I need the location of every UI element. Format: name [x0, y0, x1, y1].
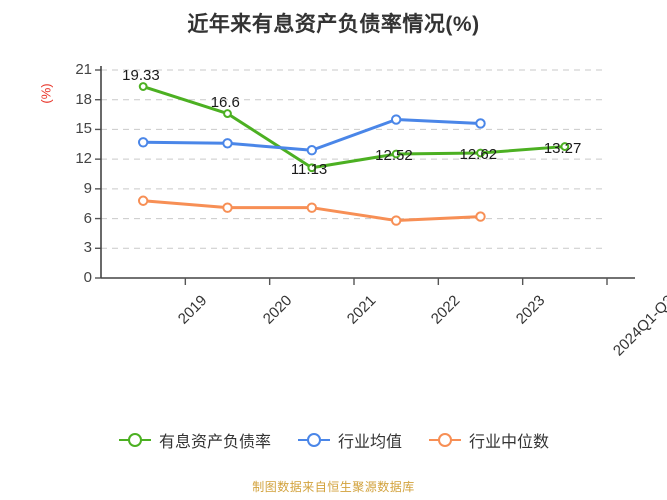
legend-label: 行业中位数	[469, 434, 550, 451]
data-point-marker-icon[interactable]	[475, 211, 486, 222]
legend-label: 行业均值	[337, 434, 402, 451]
legend-marker-icon	[118, 433, 151, 447]
legend-marker-icon	[429, 433, 461, 447]
data-point-marker-icon[interactable]	[222, 202, 233, 213]
data-point-marker-icon[interactable]	[137, 137, 149, 148]
data-point-marker-icon[interactable]	[390, 215, 402, 226]
data-point-marker-icon[interactable]	[306, 202, 318, 213]
y-axis-tick-label: 9	[83, 179, 92, 197]
data-point-marker-icon[interactable]	[137, 195, 149, 206]
data-point-marker-icon[interactable]	[138, 82, 148, 91]
legend-item[interactable]: 行业中位数	[428, 428, 549, 452]
legend-marker-icon	[297, 433, 330, 447]
data-point-marker-icon[interactable]	[306, 145, 318, 156]
series-line	[141, 85, 567, 170]
y-axis-tick-label: 12	[75, 150, 92, 168]
chart-title: 近年来有息资产负债率情况(%)	[187, 13, 480, 36]
data-point-label: 11.13	[290, 160, 328, 178]
source-note: 制图数据来自恒生聚源数据库	[252, 480, 415, 494]
data-point-marker-icon[interactable]	[390, 114, 402, 125]
y-axis-tick-label: 15	[75, 120, 92, 138]
data-point-marker-icon[interactable]	[223, 109, 232, 118]
legend-item[interactable]: 行业均值	[297, 428, 402, 452]
data-point-marker-icon[interactable]	[476, 148, 485, 158]
data-point-label: 12.52	[375, 146, 413, 164]
data-point-label: 16.6	[210, 93, 240, 111]
y-axis-tick-label: 6	[83, 209, 92, 227]
legend-item[interactable]: 有息资产负债率	[118, 428, 271, 452]
legend-label: 有息资产负债率	[158, 434, 271, 451]
data-point-marker-icon[interactable]	[307, 163, 317, 173]
y-axis-tick-label: 0	[83, 269, 92, 286]
data-point-marker-icon[interactable]	[475, 118, 486, 129]
y-axis-tick-label: 18	[75, 90, 92, 108]
y-axis-tick-label: 3	[83, 239, 92, 257]
data-point-marker-icon[interactable]	[391, 149, 401, 159]
chart-legend: 有息资产负债率 行业均值 行业中位数	[0, 428, 667, 452]
data-point-label: 13.27	[543, 139, 582, 157]
y-axis-tick-label: 21	[75, 61, 92, 78]
data-point-marker-icon[interactable]	[222, 138, 233, 149]
data-point-marker-icon[interactable]	[560, 142, 570, 151]
data-point-label: 19.33	[122, 66, 160, 84]
data-point-label: 12.62	[459, 146, 498, 163]
